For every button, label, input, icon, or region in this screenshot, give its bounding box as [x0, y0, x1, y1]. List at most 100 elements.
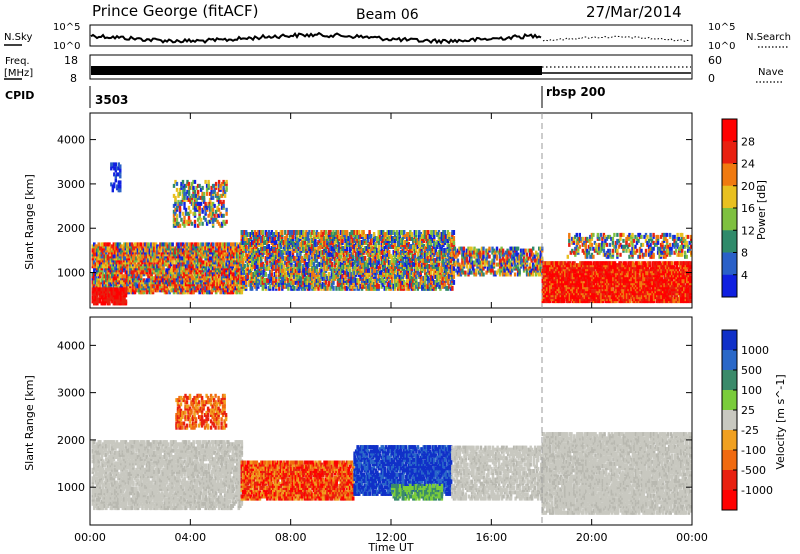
echo-cell	[156, 284, 159, 289]
echo-cell	[252, 255, 255, 261]
echo-cell	[108, 274, 111, 279]
echo-cell	[245, 240, 248, 245]
echo-cell	[254, 269, 257, 275]
echo-cell	[410, 232, 413, 237]
echo-cell	[201, 260, 204, 265]
echo-cell	[217, 207, 221, 212]
echo-cell	[255, 269, 258, 275]
echo-cell	[264, 255, 267, 261]
echo-cell	[142, 254, 146, 259]
echo-cell	[93, 280, 96, 285]
echo-cell	[141, 280, 144, 285]
echo-cell	[111, 244, 114, 249]
echo-cell	[230, 280, 233, 285]
echo-cell	[214, 274, 218, 279]
echo-cell	[153, 246, 156, 251]
nsky-tick-top: 10^5	[53, 22, 80, 33]
echo-cell	[252, 240, 255, 245]
echo-cell	[260, 230, 263, 235]
echo-cell	[144, 280, 147, 285]
echo-cell	[108, 287, 111, 292]
echo-cell	[246, 271, 249, 277]
echo-cell	[124, 270, 128, 275]
echo-cell	[220, 280, 224, 285]
echo-cell	[251, 253, 254, 259]
echo-cell	[470, 246, 473, 251]
echo-cell	[207, 262, 210, 267]
echo-cell	[172, 274, 176, 279]
echo-cell	[195, 288, 198, 293]
echo-cell	[160, 252, 164, 257]
echo-cell	[236, 242, 239, 247]
echo-cell	[106, 246, 110, 251]
echo-cell	[216, 191, 219, 196]
echo-cell	[187, 278, 191, 283]
echo-cell	[175, 181, 179, 186]
echo-cell	[156, 272, 159, 277]
echo-cell	[94, 295, 98, 300]
echo-cell	[180, 242, 183, 247]
echo-cell	[205, 276, 209, 281]
echo-cell	[103, 242, 107, 247]
echo-cell	[269, 283, 272, 289]
echo-cell	[242, 236, 245, 241]
echo-cell	[123, 252, 126, 257]
echo-cell	[183, 201, 186, 206]
echo-cell	[222, 290, 225, 295]
echo-cell	[142, 264, 146, 269]
echo-cell	[168, 252, 171, 257]
echo-cell	[269, 247, 272, 253]
echo-cell	[91, 272, 95, 277]
echo-cell	[193, 211, 197, 216]
echo-cell	[120, 274, 123, 279]
echo-cell	[251, 259, 254, 265]
echo-cell	[237, 258, 241, 263]
echo-cell	[236, 246, 239, 251]
echo-cell	[267, 265, 270, 271]
echo-cell	[213, 254, 216, 259]
echo-cell	[202, 260, 206, 265]
echo-cell	[172, 264, 176, 269]
echo-cell	[115, 282, 119, 287]
echo-cell	[127, 242, 131, 247]
echo-cell	[210, 280, 213, 285]
echo-cell	[201, 266, 204, 271]
echo-cell	[96, 278, 99, 283]
echo-cell	[258, 279, 261, 285]
echo-cell	[156, 250, 159, 255]
echo-cell	[207, 280, 210, 285]
echo-cell	[252, 259, 255, 265]
echo-cell	[249, 263, 252, 269]
echo-cell	[214, 260, 218, 265]
echo-cell	[175, 268, 179, 273]
echo-cell	[165, 268, 168, 273]
echo-cell	[263, 236, 266, 241]
echo-cell	[217, 179, 221, 184]
echo-cell	[156, 268, 159, 273]
echo-cell	[129, 260, 132, 265]
echo-cell	[154, 264, 158, 269]
echo-cell	[100, 264, 104, 269]
echo-cell	[97, 287, 101, 292]
echo-cell	[178, 213, 182, 218]
echo-cell	[112, 297, 116, 302]
echo-cell	[242, 230, 245, 235]
echo-cell	[130, 250, 134, 255]
echo-cell	[118, 280, 122, 285]
echo-cell	[198, 290, 201, 295]
echo-cell	[133, 252, 137, 257]
echo-cell	[199, 242, 203, 247]
cpid-label: CPID	[5, 89, 34, 102]
echo-cell	[270, 261, 273, 267]
echo-cell	[150, 242, 153, 247]
echo-cell	[252, 281, 255, 287]
echo-cell	[254, 234, 257, 239]
echo-cell	[255, 283, 258, 289]
echo-cell	[100, 258, 104, 263]
echo-cell	[187, 260, 191, 265]
nsky-right-tick-bottom: 10^0	[708, 41, 735, 52]
echo-cell	[225, 207, 228, 212]
cpid-segment-2: rbsp 200	[546, 85, 605, 99]
echo-cell	[114, 260, 117, 265]
echo-cell	[261, 234, 264, 239]
